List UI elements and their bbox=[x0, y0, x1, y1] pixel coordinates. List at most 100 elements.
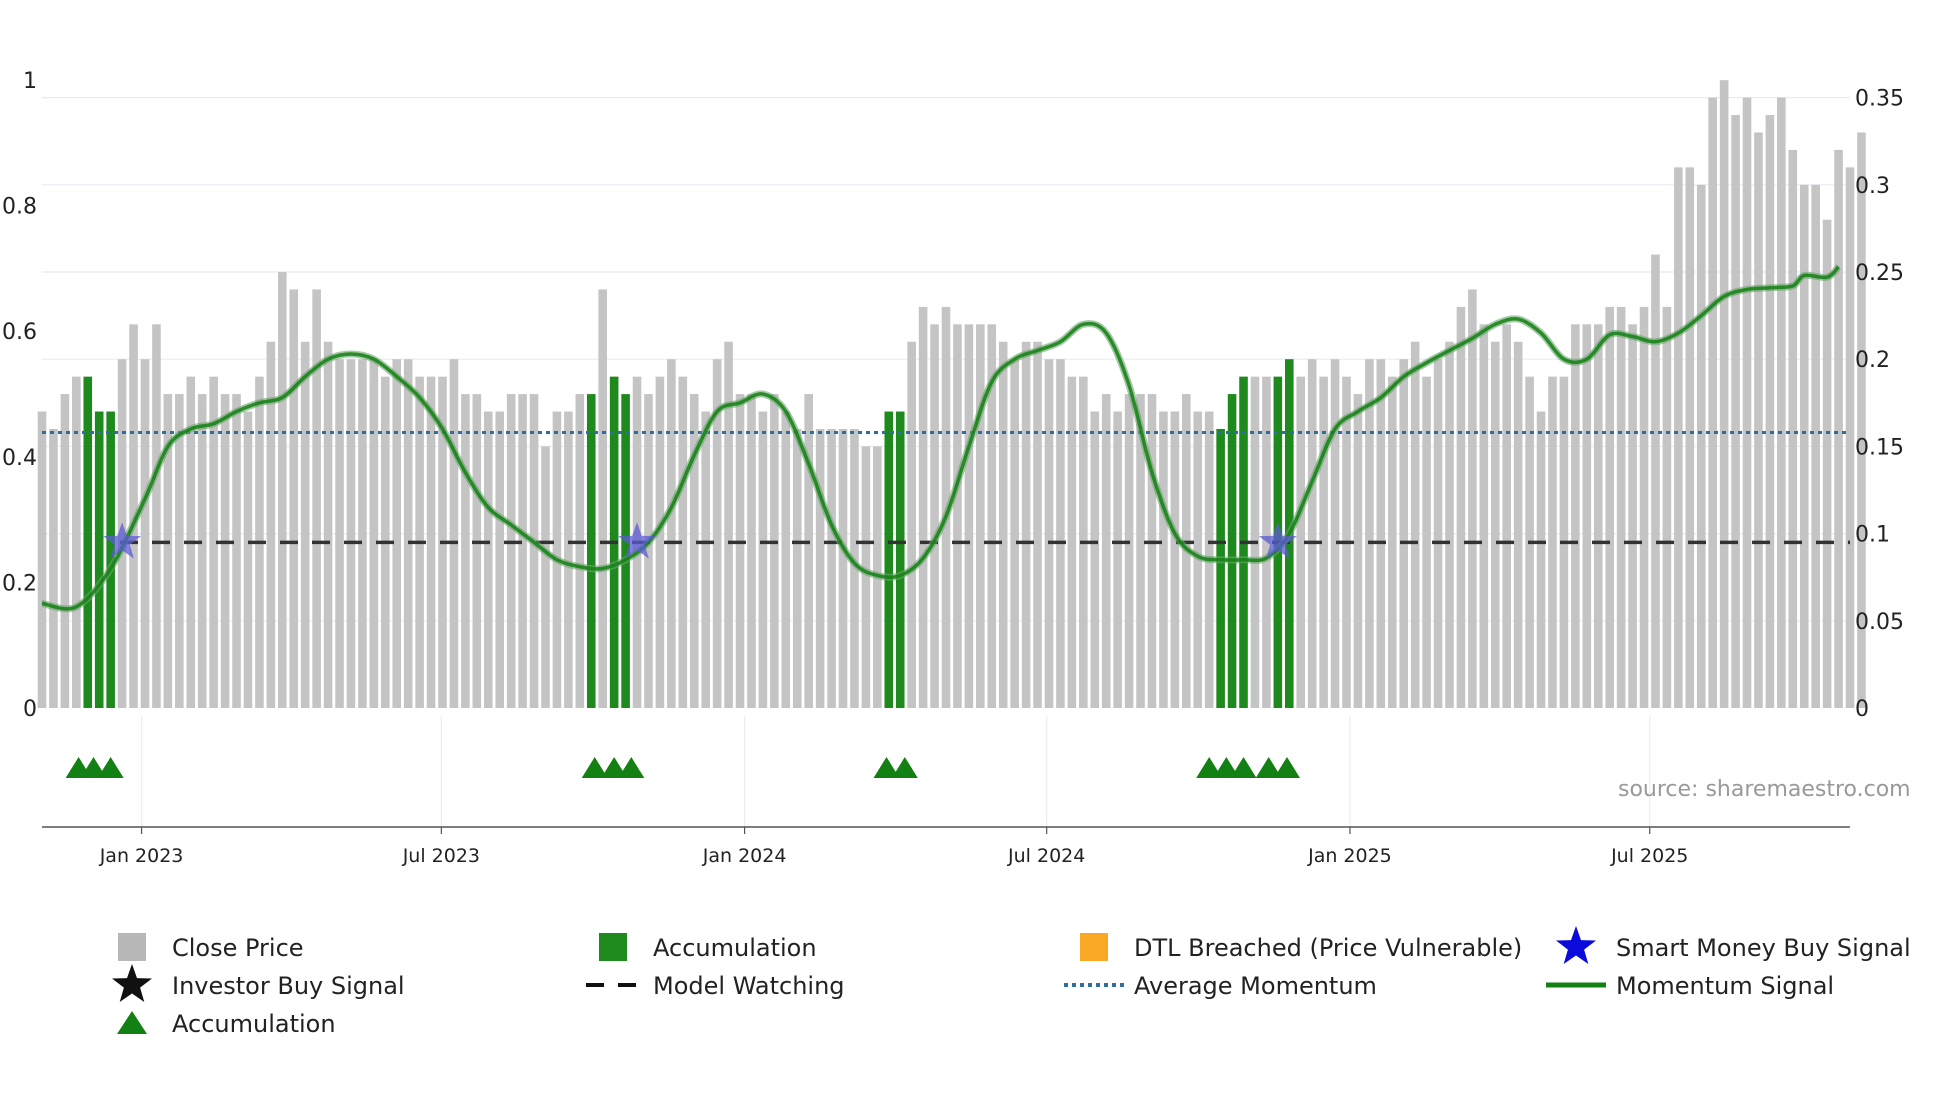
accumulation-triangle bbox=[1230, 757, 1257, 778]
close-price-bar bbox=[1170, 411, 1180, 708]
buy-signal-stars bbox=[103, 522, 1297, 559]
right-axis-tick: 0.05 bbox=[1855, 610, 1904, 635]
close-price-bar bbox=[1021, 341, 1031, 708]
accumulation-bar bbox=[884, 411, 894, 708]
close-price-bar bbox=[1319, 376, 1328, 708]
close-price-bar bbox=[1410, 341, 1420, 708]
close-price-bar bbox=[724, 341, 733, 708]
accumulation-triangle bbox=[1196, 757, 1223, 778]
legend-label: Close Price bbox=[172, 934, 304, 962]
momentum-line bbox=[41, 264, 1842, 613]
date-tick-label: Jan 2025 bbox=[1307, 845, 1392, 867]
accumulation-bar bbox=[83, 376, 93, 708]
legend-item: Accumulation bbox=[599, 933, 817, 962]
accumulation-triangle bbox=[581, 757, 608, 778]
left-axis-tick: 0 bbox=[23, 697, 37, 722]
close-price-bar bbox=[1067, 376, 1077, 708]
close-price-bar bbox=[369, 359, 379, 708]
bars bbox=[37, 80, 1866, 709]
close-price-bar bbox=[850, 428, 859, 708]
close-price-bar bbox=[358, 359, 367, 708]
close-price-bar bbox=[529, 394, 539, 708]
close-price-bar bbox=[678, 376, 688, 708]
close-price-bar bbox=[403, 359, 413, 708]
close-price-bar bbox=[1456, 306, 1466, 708]
accumulation-bar bbox=[106, 411, 115, 708]
accumulation-bar bbox=[621, 394, 630, 708]
legend-swatch bbox=[118, 933, 146, 961]
close-price-bar bbox=[1571, 324, 1580, 708]
close-price-bar bbox=[37, 411, 47, 708]
close-price-bar bbox=[712, 359, 722, 708]
close-price-bar bbox=[1685, 167, 1695, 709]
close-price-bar bbox=[483, 411, 493, 708]
close-price-bar bbox=[667, 359, 676, 708]
close-price-bar bbox=[1136, 394, 1145, 708]
close-price-bar bbox=[918, 306, 928, 708]
close-price-bar bbox=[1113, 411, 1122, 708]
close-price-bar bbox=[1010, 359, 1019, 708]
close-price-bar bbox=[1639, 306, 1649, 708]
legend-label: Smart Money Buy Signal bbox=[1616, 934, 1911, 962]
close-price-bar bbox=[861, 446, 871, 708]
accumulation-triangle bbox=[80, 757, 107, 778]
close-price-bar bbox=[449, 359, 459, 708]
close-price-bar bbox=[1857, 132, 1866, 709]
close-price-bar bbox=[495, 411, 505, 708]
close-price-bar bbox=[1422, 376, 1431, 708]
close-price-bar bbox=[1399, 359, 1409, 708]
close-price-bar bbox=[323, 341, 333, 708]
right-axis-tick: 0.15 bbox=[1855, 435, 1904, 460]
close-price-bar bbox=[1262, 376, 1271, 708]
close-price-bar bbox=[1708, 97, 1717, 709]
close-price-bar bbox=[1365, 359, 1374, 708]
close-price-bar bbox=[1651, 254, 1660, 708]
close-price-bar bbox=[163, 394, 173, 708]
close-price-bar bbox=[1822, 219, 1832, 708]
legend-label: Average Momentum bbox=[1134, 972, 1377, 1000]
close-price-bar bbox=[1147, 394, 1157, 708]
accumulation-bar bbox=[1227, 394, 1237, 708]
close-price-bar bbox=[1582, 324, 1592, 708]
close-price-bar bbox=[564, 411, 573, 708]
legend-label: Momentum Signal bbox=[1616, 972, 1834, 1000]
close-price-bar bbox=[1490, 341, 1500, 708]
accumulation-triangle bbox=[873, 757, 900, 778]
close-price-bar bbox=[1056, 359, 1065, 708]
smart-money-buy-star bbox=[103, 522, 142, 559]
legend-item: Accumulation bbox=[117, 1010, 336, 1038]
close-price-bar bbox=[907, 341, 916, 708]
close-price-bar bbox=[232, 394, 241, 708]
close-price-bar bbox=[598, 289, 607, 708]
close-price-bar bbox=[1834, 149, 1843, 709]
right-axis-tick: 0.35 bbox=[1855, 87, 1904, 112]
date-tick-label: Jan 2023 bbox=[99, 845, 184, 867]
accumulation-triangle bbox=[1213, 757, 1240, 778]
accumulation-bar bbox=[895, 411, 905, 708]
close-price-bar bbox=[461, 394, 470, 708]
close-price-bar bbox=[1296, 376, 1306, 708]
close-price-bar bbox=[300, 341, 310, 708]
close-price-bar bbox=[644, 394, 653, 708]
date-tick-label: Jul 2023 bbox=[402, 845, 480, 867]
close-price-bar bbox=[1536, 411, 1546, 708]
close-price-bar bbox=[804, 394, 813, 708]
close-price-bar bbox=[518, 394, 527, 708]
date-tick-label: Jul 2025 bbox=[1610, 845, 1688, 867]
close-price-bar bbox=[1159, 411, 1168, 708]
close-price-bar bbox=[1468, 289, 1477, 708]
close-price-bar bbox=[953, 324, 962, 708]
legend-item: Model Watching bbox=[586, 972, 845, 1000]
accumulation-markers bbox=[65, 757, 1301, 778]
accumulation-triangle bbox=[1255, 757, 1282, 778]
close-price-bar bbox=[426, 376, 436, 708]
close-price-bar bbox=[1696, 184, 1706, 709]
close-price-bar bbox=[266, 341, 276, 708]
close-price-bar bbox=[506, 394, 516, 708]
close-price-bar bbox=[1502, 324, 1511, 708]
close-price-bar bbox=[278, 272, 287, 708]
close-price-bar bbox=[1433, 359, 1443, 708]
close-price-bar bbox=[1033, 341, 1042, 708]
legend-triangle-icon bbox=[117, 1011, 147, 1034]
close-price-bar bbox=[815, 428, 825, 708]
